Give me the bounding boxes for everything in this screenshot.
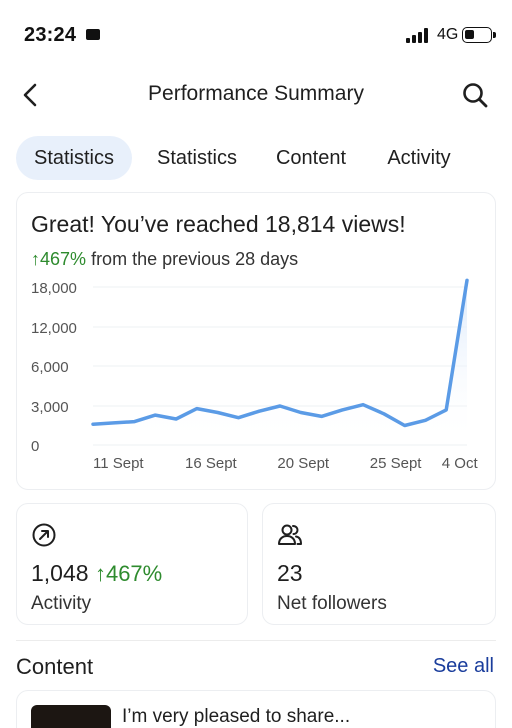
- battery-icon: [462, 27, 496, 43]
- activity-change: ↑467%: [94, 561, 163, 586]
- views-change: ↑467% from the previous 28 days: [31, 249, 298, 270]
- post-preview-text: I’m very pleased to share...: [122, 706, 351, 727]
- chart-y-tick-label: 6,000: [31, 359, 69, 376]
- chart-x-tick-label: 20 Sept: [277, 455, 330, 472]
- tab-statistics-active[interactable]: Statistics: [16, 136, 132, 180]
- tab-activity[interactable]: Activity: [387, 146, 451, 169]
- views-change-percent: 467%: [40, 249, 87, 269]
- chart-y-tick-label: 12,000: [31, 320, 77, 337]
- views-headline: Great! You’ve reached 18,814 views!: [31, 211, 406, 237]
- views-chart: 18,000 12,000 6,000 3,000 0 11 Sept 16 Sept 20 …: [31, 278, 479, 472]
- content-heading: Content: [16, 654, 94, 679]
- screen-record-icon: [86, 29, 100, 40]
- status-bar: 23:24 4G: [0, 0, 512, 70]
- see-all-link[interactable]: See all: [432, 655, 494, 677]
- chart-y-tick-label: 18,000: [31, 280, 77, 297]
- arrow-up-right-circle-icon: [32, 523, 56, 547]
- arrow-up-icon: ↑: [31, 249, 40, 269]
- followers-label: Net followers: [277, 593, 387, 614]
- chart-x-tick-label: 25 Sept: [370, 455, 423, 472]
- chart-y-tick-label: 3,000: [31, 399, 69, 416]
- search-button[interactable]: [458, 78, 492, 112]
- chart-series-line: [91, 278, 469, 428]
- chart-x-tick-label: 4 Oct: [442, 455, 479, 472]
- post-thumbnail: [31, 705, 111, 728]
- chart-area: [93, 280, 467, 445]
- users-icon: [278, 524, 302, 545]
- network-type: 4G: [437, 26, 459, 43]
- app-header: Performance Summary: [0, 72, 512, 116]
- back-button[interactable]: [14, 78, 48, 112]
- chart-y-tick-label: 0: [31, 438, 39, 455]
- activity-card[interactable]: 1,048 ↑467% Activity: [16, 503, 248, 625]
- status-time: 23:24: [24, 24, 77, 46]
- post-card[interactable]: I’m very pleased to share...: [16, 690, 496, 728]
- chart-x-tick-label: 16 Sept: [185, 455, 238, 472]
- activity-label: Activity: [31, 593, 92, 614]
- followers-value: 23: [277, 560, 303, 586]
- search-icon: [463, 83, 488, 108]
- views-change-suffix: from the previous 28 days: [91, 249, 299, 269]
- chevron-left-icon: [23, 83, 37, 107]
- page-title: Performance Summary: [148, 82, 364, 105]
- tab-statistics[interactable]: Statistics: [156, 146, 238, 169]
- activity-value-row: 1,048 ↑467%: [31, 560, 162, 587]
- signal-icon: [406, 28, 430, 43]
- tab-content[interactable]: Content: [275, 146, 347, 169]
- section-divider: [16, 640, 496, 641]
- chart-x-tick-label: 11 Sept: [93, 455, 144, 472]
- views-card[interactable]: Great! You’ve reached 18,814 views! ↑467…: [16, 192, 496, 490]
- activity-value: 1,048: [31, 560, 89, 586]
- followers-card[interactable]: 23 Net followers: [262, 503, 496, 625]
